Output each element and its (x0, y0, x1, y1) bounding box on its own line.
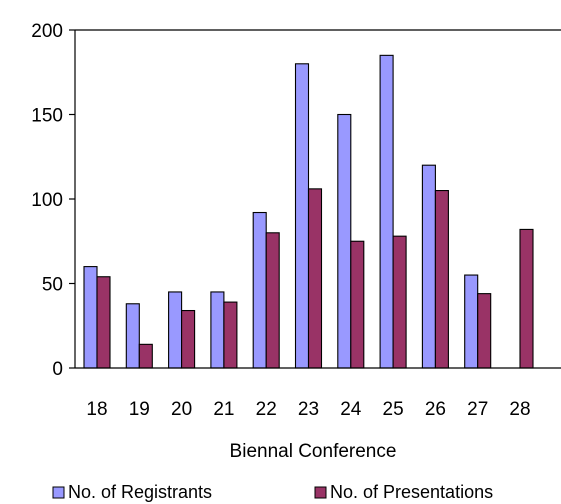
legend-swatch-presentations (314, 486, 327, 499)
x-tick-label: 23 (298, 399, 319, 420)
x-tick-label: 27 (467, 399, 488, 420)
x-tick-label: 20 (171, 399, 192, 420)
bar-registrants-20 (168, 291, 183, 369)
x-axis-ticks: 18 19 20 21 22 23 24 25 26 27 28 (86, 399, 530, 420)
bar-registrants-27 (464, 274, 479, 369)
bar-registrants-19 (125, 303, 140, 369)
legend: No. of Registrants No. of Presentations (52, 482, 493, 502)
x-tick-label: 21 (213, 399, 234, 420)
x-tick-label: 18 (86, 399, 107, 420)
legend-swatch-registrants (52, 486, 65, 499)
bar-presentations-25 (392, 235, 407, 369)
x-tick-label: 22 (256, 399, 277, 420)
legend-label-presentations: No. of Presentations (330, 482, 493, 502)
bar-registrants-24 (337, 113, 352, 369)
bar-presentations-22 (265, 232, 280, 369)
bar-registrants-21 (210, 291, 225, 369)
y-axis-ticks: 0 50 100 150 200 (31, 21, 75, 380)
x-tick-label: 28 (509, 399, 530, 420)
x-tick-label: 26 (425, 399, 446, 420)
bar-registrants-22 (252, 211, 267, 369)
bar-presentations-24 (350, 240, 365, 369)
bar-presentations-20 (181, 309, 196, 369)
bar-presentations-19 (138, 343, 153, 369)
bar-presentations-23 (307, 188, 323, 369)
bar-presentations-18 (96, 276, 111, 369)
bar-registrants-25 (379, 54, 394, 369)
x-tick-label: 19 (129, 399, 150, 420)
bar-presentations-27 (477, 293, 492, 369)
bar-registrants-18 (83, 266, 98, 369)
y-tick-label: 150 (31, 106, 63, 127)
bar-presentations-26 (434, 190, 449, 369)
y-tick-label: 100 (31, 190, 63, 211)
y-tick-label: 200 (31, 21, 63, 42)
x-tick-label: 25 (383, 399, 404, 420)
bar-presentations-28 (519, 228, 534, 369)
legend-label-registrants: No. of Registrants (68, 482, 212, 502)
bar-registrants-23 (294, 63, 310, 369)
bar-registrants-26 (421, 164, 436, 369)
y-tick-label: 50 (42, 275, 63, 296)
x-tick-label: 24 (340, 399, 362, 420)
bars (83, 54, 534, 369)
bar-presentations-21 (223, 301, 238, 369)
x-axis-title: Biennal Conference (230, 441, 397, 462)
y-tick-label: 0 (52, 359, 63, 380)
